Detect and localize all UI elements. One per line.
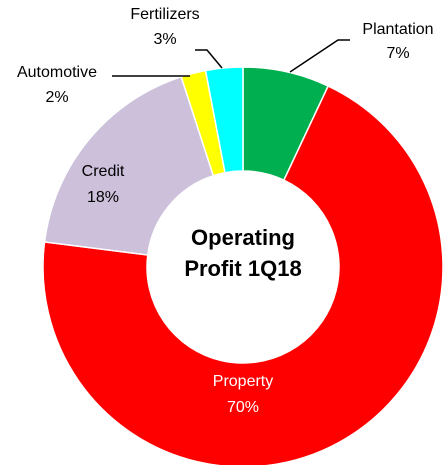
- donut-slice: [204, 66, 244, 174]
- slice-value-label: 3%: [153, 31, 176, 48]
- slice-label: Fertilizers: [130, 6, 199, 23]
- slice-value-label: 2%: [45, 89, 68, 106]
- leader-line: [195, 49, 223, 69]
- slice-value-label: 7%: [386, 45, 409, 62]
- leader-line: [289, 39, 350, 73]
- donut-slice: [43, 75, 215, 256]
- slice-label: Automotive: [17, 64, 97, 81]
- chart-title: Operating Profit 1Q18: [184, 225, 302, 281]
- slice-value-label: 70%: [227, 399, 259, 416]
- donut-slice: [42, 85, 444, 465]
- slice-label: Credit: [82, 163, 125, 180]
- slice-label: Property: [213, 373, 273, 390]
- slice-label: Plantation: [362, 21, 433, 38]
- slice-value-label: 18%: [87, 189, 119, 206]
